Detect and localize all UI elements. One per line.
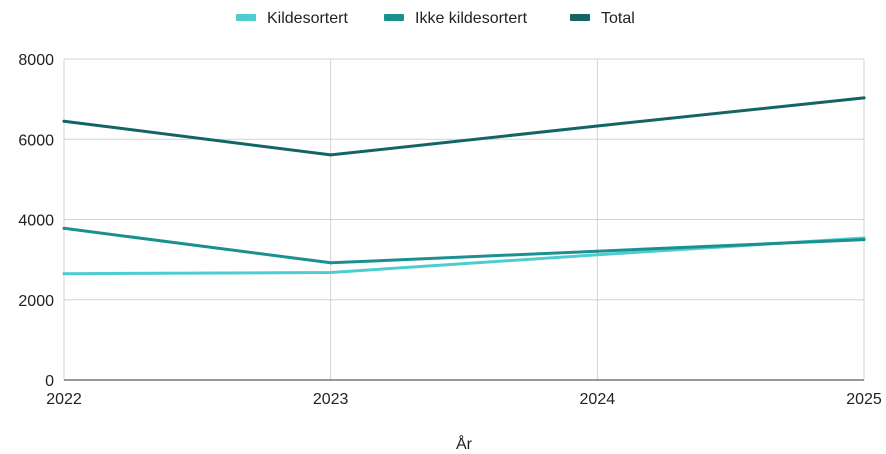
data-point	[62, 226, 66, 230]
y-tick-label: 0	[45, 373, 54, 390]
data-point	[862, 96, 866, 100]
legend-label: Total	[601, 10, 635, 27]
legend-label: Ikke kildesortert	[415, 10, 528, 27]
y-tick-label: 8000	[18, 52, 54, 69]
data-point	[329, 270, 333, 274]
data-point	[62, 272, 66, 276]
data-point	[595, 249, 599, 253]
legend: Kildesortert Ikke kildesortert Total	[236, 10, 635, 27]
series-lines	[62, 96, 866, 276]
data-point	[329, 153, 333, 157]
x-tick-label: 2025	[846, 391, 882, 408]
y-tick-label: 2000	[18, 293, 54, 310]
x-axis-title: År	[456, 434, 473, 453]
data-point	[62, 119, 66, 123]
data-point	[329, 261, 333, 265]
y-tick-label: 4000	[18, 213, 54, 230]
series-line-2	[62, 96, 866, 157]
series-line-1	[62, 226, 866, 265]
data-point	[595, 124, 599, 128]
legend-label: Kildesortert	[267, 10, 348, 27]
axes: 0 2000 4000 6000 8000 2022 2023 2024 2025	[18, 52, 881, 408]
x-tick-label: 2024	[580, 391, 616, 408]
x-tick-label: 2022	[46, 391, 82, 408]
y-tick-label: 6000	[18, 132, 54, 149]
data-point	[862, 238, 866, 242]
legend-swatch	[384, 14, 404, 21]
grid	[63, 58, 865, 380]
legend-swatch	[236, 14, 256, 21]
x-tick-label: 2023	[313, 391, 349, 408]
legend-swatch	[570, 14, 590, 21]
data-point	[595, 253, 599, 257]
